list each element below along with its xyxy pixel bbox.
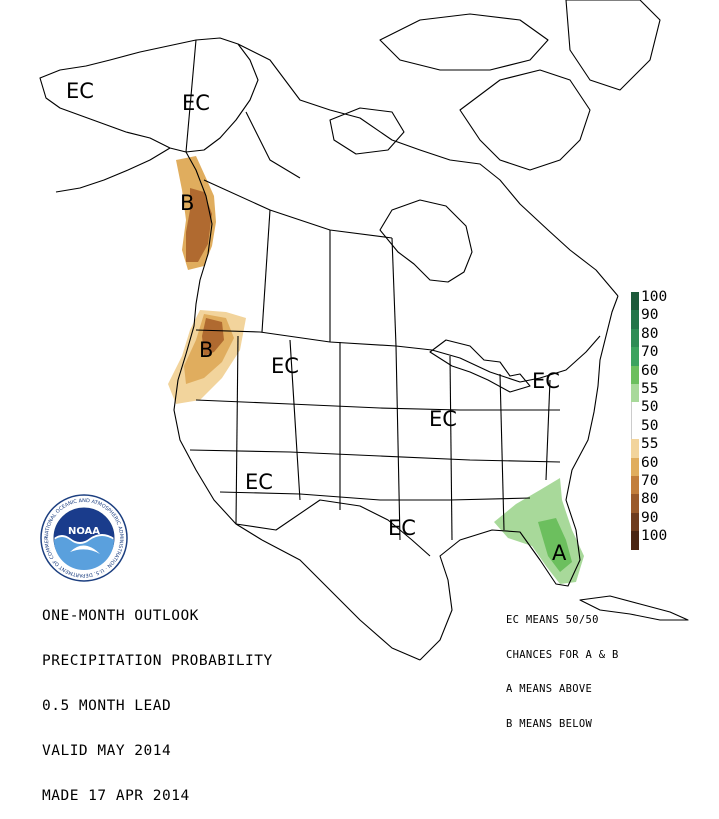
baffin-island xyxy=(459,69,591,171)
note-line-2: CHANCES FOR A & B xyxy=(506,648,619,661)
label-pacific-nw: B xyxy=(199,338,214,362)
legend-swatch xyxy=(631,420,640,440)
legend-label: 90 xyxy=(641,307,659,324)
legend-swatch xyxy=(631,292,639,311)
alaska-yukon-border xyxy=(185,39,197,153)
legend-label: 70 xyxy=(641,473,659,489)
noaa-logo: NATIONAL OCEANIC AND ATMOSPHERIC ADMINIS… xyxy=(40,494,128,582)
us-states-vertical-6 xyxy=(499,373,505,531)
us-states-horizontal-3 xyxy=(219,491,531,501)
legend-label: 50 xyxy=(641,417,659,434)
probability-legend: 100 90 80 70 60 55 50 50 55 60 70 80 90 100 xyxy=(631,290,711,560)
us-states-vertical-7 xyxy=(545,379,551,481)
yukon-bc xyxy=(203,179,393,239)
legend-label: 100 xyxy=(641,528,668,545)
legend-swatch xyxy=(631,512,639,532)
noaa-wave xyxy=(54,536,114,570)
legend-swatch xyxy=(631,328,639,348)
alaska-coast xyxy=(39,37,259,153)
label-texas: EC xyxy=(388,516,416,540)
legend-swatch xyxy=(631,439,639,458)
victoria-island xyxy=(329,107,405,155)
legend-swatch xyxy=(631,310,639,329)
outlook-title-block: ONE-MONTH OUTLOOK PRECIPITATION PROBABIL… xyxy=(42,579,273,819)
label-southwest: EC xyxy=(245,470,273,494)
above-region-se-mid xyxy=(538,518,572,572)
gulf-coast xyxy=(261,295,619,661)
us-states-vertical-2 xyxy=(289,339,301,501)
legend-label: 100 xyxy=(641,289,668,305)
label-florida: A xyxy=(552,541,567,565)
noaa-sky xyxy=(54,508,114,542)
map-lines xyxy=(39,0,689,661)
legend-swatch xyxy=(631,347,639,366)
hudson-bay xyxy=(379,199,473,283)
label-alaska-east: EC xyxy=(182,91,210,115)
outlook-map xyxy=(39,0,689,661)
legend-label: 60 xyxy=(641,362,659,379)
alaska-peninsula xyxy=(55,147,171,193)
legend-label: 70 xyxy=(641,344,659,361)
title-line-5: MADE 17 APR 2014 xyxy=(42,788,190,804)
legend-label: 55 xyxy=(641,436,659,453)
legend-label: 90 xyxy=(641,509,659,526)
label-midwest: EC xyxy=(429,407,457,431)
us-mexico-border xyxy=(235,499,431,557)
legend-label: 60 xyxy=(641,454,659,471)
legend-swatch xyxy=(631,384,639,403)
label-alaska-west: EC xyxy=(66,79,94,103)
note-line-3: A MEANS ABOVE xyxy=(506,683,593,695)
below-region-pnw-dark xyxy=(202,318,224,356)
legend-label: 80 xyxy=(641,491,659,508)
legend-notes: EC MEANS 50/50 CHANCES FOR A & B A MEANS… xyxy=(506,592,619,742)
title-line-1: ONE-MONTH OUTLOOK xyxy=(42,608,199,624)
legend-swatch xyxy=(631,365,639,384)
title-line-3: 0.5 MONTH LEAD xyxy=(42,698,172,714)
us-states-vertical-5 xyxy=(449,355,453,541)
note-line-1: EC MEANS 50/50 xyxy=(506,614,599,626)
legend-swatch xyxy=(631,531,639,550)
cuba xyxy=(579,595,689,621)
us-states-vertical-1 xyxy=(235,335,239,525)
canada-us-border xyxy=(195,329,601,383)
ellesmere-island xyxy=(379,13,549,71)
legend-swatch xyxy=(631,457,639,476)
legend-swatch xyxy=(631,402,640,421)
title-line-4: VALID MAY 2014 xyxy=(42,743,172,759)
legend-label: 55 xyxy=(641,381,659,397)
note-line-4: B MEANS BELOW xyxy=(506,717,593,730)
us-states-horizontal-1 xyxy=(195,399,560,411)
label-bc-coast: B xyxy=(180,191,195,215)
label-northern-rockies: EC xyxy=(271,354,299,378)
arctic-coast xyxy=(237,43,619,297)
legend-label: 50 xyxy=(641,399,659,416)
label-northeast: EC xyxy=(532,369,560,393)
legend-swatch xyxy=(631,494,639,513)
noaa-text: NOAA xyxy=(68,526,100,537)
greenland xyxy=(565,0,661,91)
canada-prov-3 xyxy=(391,237,397,347)
canada-prov-1 xyxy=(261,209,271,333)
title-line-2: PRECIPITATION PROBABILITY xyxy=(42,653,273,669)
great-lakes xyxy=(429,339,531,393)
prairie-north xyxy=(245,111,301,179)
noaa-gull xyxy=(70,545,100,554)
below-region-bc-dark xyxy=(186,188,212,262)
legend-label: 80 xyxy=(641,325,659,342)
us-states-horizontal-2 xyxy=(189,449,561,463)
us-states-vertical-4 xyxy=(395,345,401,541)
pacific-coast xyxy=(173,151,263,541)
legend-swatch xyxy=(631,476,639,495)
precip-shading xyxy=(168,156,584,584)
